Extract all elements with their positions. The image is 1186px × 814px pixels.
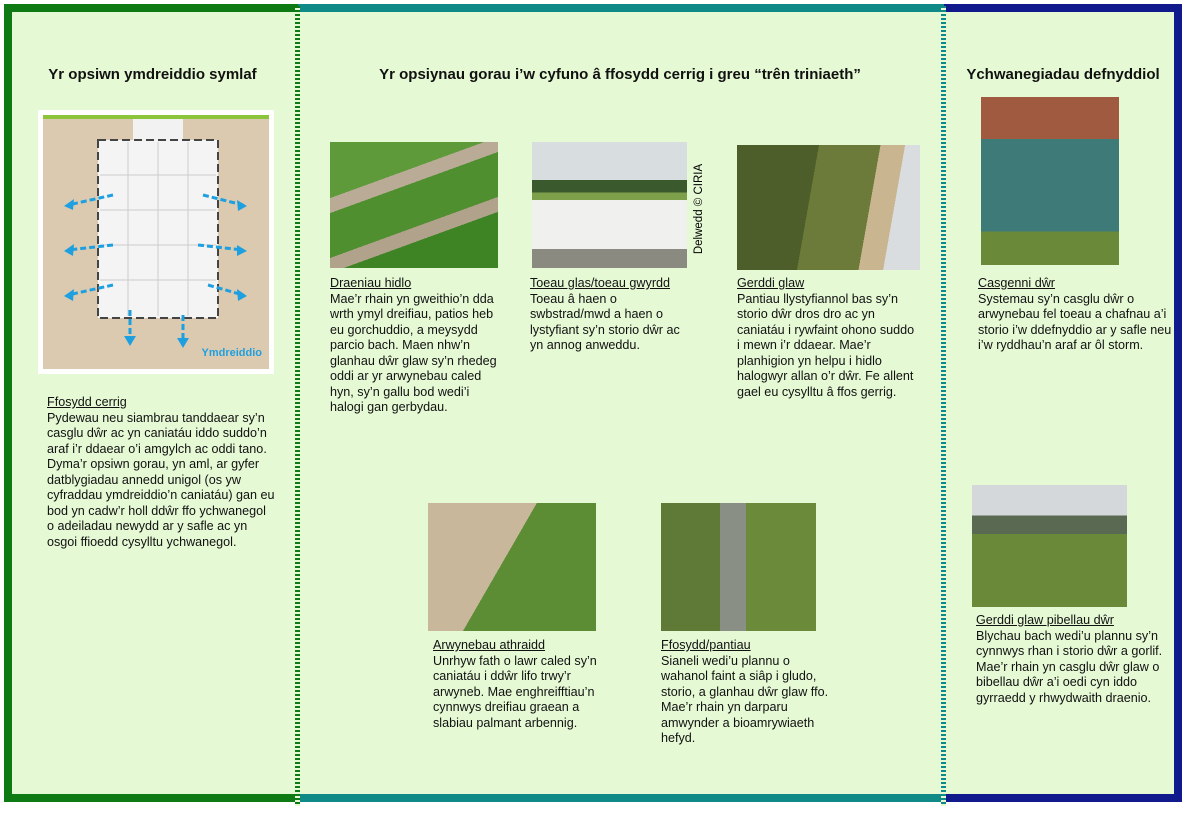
item-heading: Draeniau hidlo [330,276,505,292]
item-text: Pantiau llystyfiannol bas sy’n storio dŵ… [737,292,917,401]
photo [532,142,687,268]
credit-box: Delwedd © CIRIA [691,150,707,268]
item-heading: Casgenni dŵr [978,276,1178,292]
item-text: Pydewau neu siambrau tanddaear sy’n casg… [47,411,275,551]
panel-title: Yr opsiwn ymdreiddio symlaf [20,66,285,83]
soakaway-diagram: Ymdreiddio [38,110,274,374]
item-text: Toeau â haen o swbstrad/mwd a haen o lys… [530,292,695,354]
image-credit: Delwedd © CIRIA [693,164,705,254]
item-heading: Ffosydd cerrig [47,395,275,411]
panel-title: Ychwanegiadau defnyddiol [948,66,1178,83]
photo [428,503,596,631]
item-text: Blychau bach wedi’u plannu sy’n cynnwys … [976,629,1176,707]
item-text: Unrhyw fath o lawr caled sy’n caniatáu i… [433,654,603,732]
item-heading: Gerddi glaw [737,276,917,292]
item-heading: Gerddi glaw pibellau dŵr [976,613,1176,629]
item-heading: Toeau glas/toeau gwyrdd [530,276,695,292]
item-text: Sianeli wedi’u plannu o wahanol faint a … [661,654,831,747]
divider [941,6,946,806]
item-heading: Arwynebau athraidd [433,638,603,654]
item-heading: Ffosydd/pantiau [661,638,831,654]
item-text: Systemau sy’n casglu dŵr o arwynebau fel… [978,292,1178,354]
divider [295,6,300,806]
infographic: Yr opsiwn ymdreiddio symlaf Yr opsiynau … [0,0,1186,814]
photo [737,145,920,270]
panel-title: Yr opsiynau gorau i’w cyfuno â ffosydd c… [305,66,935,83]
photo [981,97,1119,265]
photo [661,503,816,631]
diagram-label: Ymdreiddio [201,347,262,359]
photo [972,485,1127,607]
item-text: Mae’r rhain yn gweithio’n dda wrth ymyl … [330,292,505,416]
photo [330,142,498,268]
